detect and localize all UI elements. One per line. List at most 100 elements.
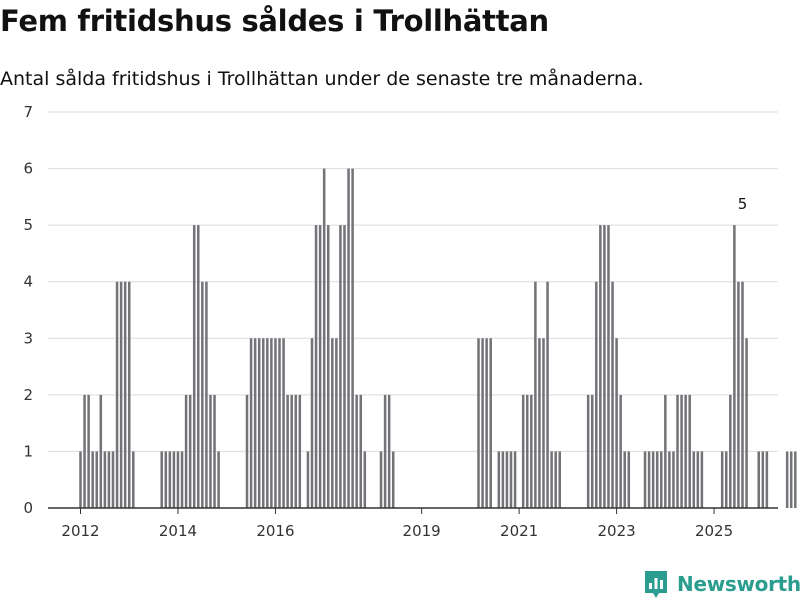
bar	[627, 451, 631, 508]
bar	[176, 451, 180, 508]
bar	[184, 394, 188, 508]
bar	[119, 281, 123, 508]
bar	[192, 225, 196, 508]
y-tick-label: 1	[23, 442, 33, 460]
y-tick-label: 6	[23, 160, 33, 178]
bar	[489, 338, 492, 508]
bar	[83, 394, 86, 508]
bar	[729, 394, 732, 508]
y-tick-label: 5	[23, 216, 33, 234]
bar	[306, 451, 310, 508]
bar	[213, 394, 216, 508]
y-tick-label: 2	[23, 386, 33, 404]
bar	[314, 225, 318, 508]
bar	[789, 451, 793, 508]
x-tick-label: 2021	[500, 522, 538, 540]
bar	[95, 451, 99, 508]
bar	[391, 451, 395, 508]
data-label: 5	[738, 195, 748, 213]
bar	[643, 451, 647, 508]
bar	[322, 168, 326, 509]
bar	[765, 451, 769, 508]
bar	[351, 168, 354, 509]
bar	[757, 451, 761, 508]
bar	[720, 451, 724, 508]
bar	[668, 451, 671, 508]
y-tick-label: 0	[23, 499, 33, 517]
data-labels: 5	[738, 195, 748, 213]
bar	[737, 281, 740, 508]
bar	[603, 225, 606, 508]
bar	[245, 394, 249, 508]
bar	[497, 451, 501, 508]
bar	[123, 281, 127, 508]
bar	[209, 394, 212, 508]
bar	[87, 394, 90, 508]
bars	[79, 168, 797, 509]
bar	[111, 451, 115, 508]
bar	[724, 451, 728, 508]
bar	[383, 394, 387, 508]
x-tick-label: 2023	[598, 522, 636, 540]
bar	[485, 338, 488, 508]
bar	[331, 338, 334, 508]
bar	[794, 451, 797, 508]
bar	[298, 394, 302, 508]
bar	[558, 451, 561, 508]
bar	[180, 451, 184, 508]
bar	[172, 451, 176, 508]
bar	[623, 451, 626, 508]
y-tick-label: 3	[23, 329, 33, 347]
bar	[647, 451, 651, 508]
bar	[201, 281, 204, 508]
bar	[339, 225, 342, 508]
bar	[550, 451, 553, 508]
bar	[651, 451, 655, 508]
bar	[318, 225, 322, 508]
bar	[387, 394, 391, 508]
bar	[684, 394, 687, 508]
bar	[590, 394, 594, 508]
bar	[103, 451, 107, 508]
bar	[700, 451, 704, 508]
bar	[286, 394, 289, 508]
bar	[530, 394, 533, 508]
bar	[525, 394, 529, 508]
bar	[607, 225, 610, 508]
bar	[262, 338, 265, 508]
chart-subtitle: Antal sålda fritidshus i Trollhättan und…	[0, 68, 644, 90]
bar	[660, 451, 663, 508]
bar	[188, 394, 192, 508]
bar	[363, 451, 367, 508]
bar	[595, 281, 598, 508]
bar	[160, 451, 163, 508]
newsworthy-logo-icon	[645, 571, 667, 598]
bar	[676, 394, 679, 508]
bar	[741, 281, 744, 508]
bar	[611, 281, 614, 508]
bar	[310, 338, 314, 508]
bar	[278, 338, 281, 508]
bar	[501, 451, 505, 508]
bar	[91, 451, 94, 508]
x-axis-ticks: 2012 2014 2016 2019 2021 2023 2025	[61, 508, 733, 540]
bar	[282, 338, 285, 508]
bar	[107, 451, 111, 508]
bar	[655, 451, 659, 508]
bar	[168, 451, 172, 508]
bar	[132, 451, 135, 508]
bar	[554, 451, 557, 508]
bar	[477, 338, 480, 508]
bar	[534, 281, 537, 508]
bar	[672, 451, 675, 508]
x-tick-label: 2025	[695, 522, 733, 540]
bar	[692, 451, 696, 508]
bar	[343, 225, 346, 508]
bar	[521, 394, 525, 508]
bar	[257, 338, 261, 508]
bar	[290, 394, 293, 508]
bar	[253, 338, 257, 508]
bar	[359, 394, 362, 508]
bar	[538, 338, 541, 508]
grid-lines	[48, 111, 778, 452]
